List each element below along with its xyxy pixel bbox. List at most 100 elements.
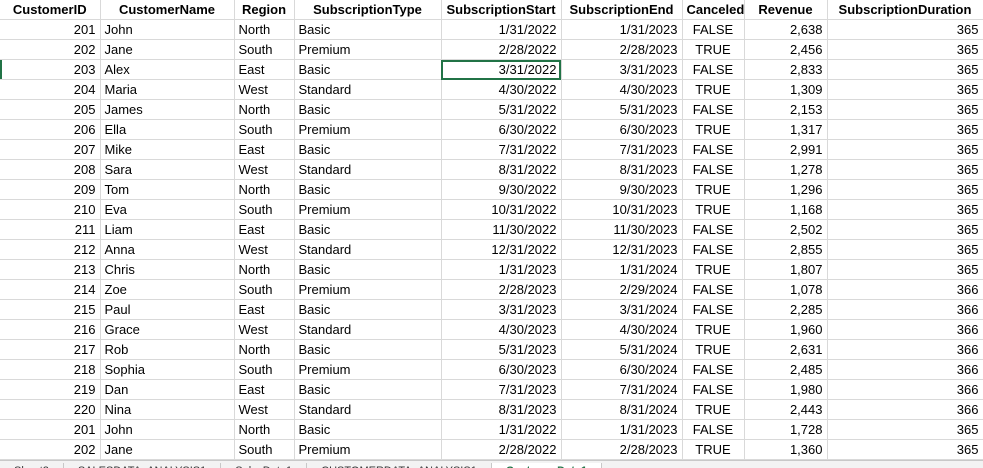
cell-customer-id[interactable]: 218 [0, 359, 101, 380]
cell-canceled[interactable]: TRUE [682, 39, 745, 60]
cell-subscription-end[interactable]: 9/30/2023 [561, 179, 683, 200]
cell-canceled[interactable]: FALSE [682, 139, 745, 160]
cell-customer-name[interactable]: Sara [100, 159, 235, 180]
cell-customer-name[interactable]: Jane [100, 39, 235, 60]
cell-subscription-start[interactable]: 1/31/2022 [441, 19, 562, 40]
cell-customer-id[interactable]: 213 [0, 259, 101, 280]
cell-subscription-type[interactable]: Premium [294, 279, 442, 300]
cell-customer-id[interactable]: 216 [0, 319, 101, 340]
cell-subscription-type[interactable]: Standard [294, 239, 442, 260]
cell-customer-id[interactable]: 204 [0, 79, 101, 100]
cell-canceled[interactable]: FALSE [682, 59, 745, 80]
cell-customer-id[interactable]: 203 [0, 59, 101, 80]
cell-customer-name[interactable]: Eva [100, 199, 235, 220]
cell-customer-id[interactable]: 202 [0, 39, 101, 60]
cell-subscription-duration[interactable]: 366 [827, 279, 983, 300]
cell-subscription-type[interactable]: Basic [294, 139, 442, 160]
cell-customer-name[interactable]: James [100, 99, 235, 120]
cell-subscription-end[interactable]: 6/30/2024 [561, 359, 683, 380]
cell-customer-name[interactable]: Paul [100, 299, 235, 320]
cell-subscription-duration[interactable]: 366 [827, 379, 983, 400]
cell-subscription-type[interactable]: Premium [294, 439, 442, 460]
cell-subscription-start[interactable]: 5/31/2023 [441, 339, 562, 360]
cell-subscription-start[interactable]: 12/31/2022 [441, 239, 562, 260]
cell-customer-name[interactable]: Nina [100, 399, 235, 420]
cell-subscription-duration[interactable]: 365 [827, 239, 983, 260]
cell-region[interactable]: East [234, 59, 295, 80]
cell-region[interactable]: West [234, 239, 295, 260]
cell-subscription-type[interactable]: Standard [294, 79, 442, 100]
cell-canceled[interactable]: FALSE [682, 159, 745, 180]
cell-subscription-duration[interactable]: 366 [827, 319, 983, 340]
cell-customer-id[interactable]: 209 [0, 179, 101, 200]
cell-customer-id[interactable]: 208 [0, 159, 101, 180]
cell-customer-id[interactable]: 211 [0, 219, 101, 240]
cell-revenue[interactable]: 1,168 [744, 199, 828, 220]
cell-customer-name[interactable]: John [100, 419, 235, 440]
cell-subscription-end[interactable]: 11/30/2023 [561, 219, 683, 240]
cell-subscription-duration[interactable]: 366 [827, 299, 983, 320]
cell-subscription-end[interactable]: 8/31/2023 [561, 159, 683, 180]
cell-customer-id[interactable]: 219 [0, 379, 101, 400]
sheet-tab[interactable]: CustomerData1 [491, 463, 603, 468]
cell-subscription-start[interactable]: 9/30/2022 [441, 179, 562, 200]
cell-canceled[interactable]: TRUE [682, 319, 745, 340]
cell-revenue[interactable]: 1,728 [744, 419, 828, 440]
cell-revenue[interactable]: 2,638 [744, 19, 828, 40]
cell-subscription-start[interactable]: 1/31/2023 [441, 259, 562, 280]
cell-revenue[interactable]: 1,309 [744, 79, 828, 100]
cell-revenue[interactable]: 2,456 [744, 39, 828, 60]
cell-customer-id[interactable]: 207 [0, 139, 101, 160]
cell-subscription-start[interactable]: 2/28/2022 [441, 39, 562, 60]
cell-subscription-end[interactable]: 8/31/2024 [561, 399, 683, 420]
cell-customer-name[interactable]: Chris [100, 259, 235, 280]
column-header-region[interactable]: Region [234, 0, 295, 20]
cell-revenue[interactable]: 2,631 [744, 339, 828, 360]
column-header-subscription-type[interactable]: SubscriptionType [294, 0, 442, 20]
cell-customer-id[interactable]: 220 [0, 399, 101, 420]
cell-canceled[interactable]: FALSE [682, 419, 745, 440]
cell-canceled[interactable]: FALSE [682, 299, 745, 320]
cell-subscription-end[interactable]: 1/31/2024 [561, 259, 683, 280]
cell-subscription-end[interactable]: 3/31/2023 [561, 59, 683, 80]
cell-revenue[interactable]: 2,502 [744, 219, 828, 240]
cell-revenue[interactable]: 2,833 [744, 59, 828, 80]
cell-subscription-duration[interactable]: 365 [827, 119, 983, 140]
cell-customer-id[interactable]: 217 [0, 339, 101, 360]
cell-region[interactable]: South [234, 359, 295, 380]
cell-subscription-type[interactable]: Premium [294, 39, 442, 60]
sheet-tab[interactable]: CUSTOMERDATA_ANALYSIS1 [307, 463, 492, 468]
cell-revenue[interactable]: 1,807 [744, 259, 828, 280]
cell-customer-name[interactable]: Rob [100, 339, 235, 360]
cell-customer-name[interactable]: Alex [100, 59, 235, 80]
column-header-customer-id[interactable]: CustomerID [0, 0, 101, 20]
cell-subscription-type[interactable]: Premium [294, 119, 442, 140]
cell-subscription-type[interactable]: Basic [294, 179, 442, 200]
cell-region[interactable]: East [234, 219, 295, 240]
cell-subscription-duration[interactable]: 365 [827, 59, 983, 80]
cell-customer-id[interactable]: 215 [0, 299, 101, 320]
sheet-tab[interactable]: SALESDATA_ANALYSIS1 [64, 463, 222, 468]
cell-subscription-end[interactable]: 7/31/2023 [561, 139, 683, 160]
cell-subscription-type[interactable]: Standard [294, 399, 442, 420]
cell-subscription-type[interactable]: Basic [294, 379, 442, 400]
cell-region[interactable]: West [234, 159, 295, 180]
cell-canceled[interactable]: TRUE [682, 339, 745, 360]
cell-subscription-start[interactable]: 8/31/2023 [441, 399, 562, 420]
cell-revenue[interactable]: 1,360 [744, 439, 828, 460]
column-header-subscription-end[interactable]: SubscriptionEnd [561, 0, 683, 20]
cell-subscription-type[interactable]: Basic [294, 299, 442, 320]
cell-subscription-duration[interactable]: 366 [827, 399, 983, 420]
cell-customer-name[interactable]: John [100, 19, 235, 40]
cell-subscription-end[interactable]: 6/30/2023 [561, 119, 683, 140]
cell-subscription-end[interactable]: 1/31/2023 [561, 19, 683, 40]
cell-customer-id[interactable]: 214 [0, 279, 101, 300]
cell-revenue[interactable]: 2,285 [744, 299, 828, 320]
cell-region[interactable]: West [234, 79, 295, 100]
column-header-canceled[interactable]: Canceled [682, 0, 745, 20]
cell-subscription-start[interactable]: 4/30/2023 [441, 319, 562, 340]
cell-canceled[interactable]: FALSE [682, 19, 745, 40]
cell-revenue[interactable]: 2,855 [744, 239, 828, 260]
cell-subscription-duration[interactable]: 365 [827, 219, 983, 240]
cell-revenue[interactable]: 1,980 [744, 379, 828, 400]
